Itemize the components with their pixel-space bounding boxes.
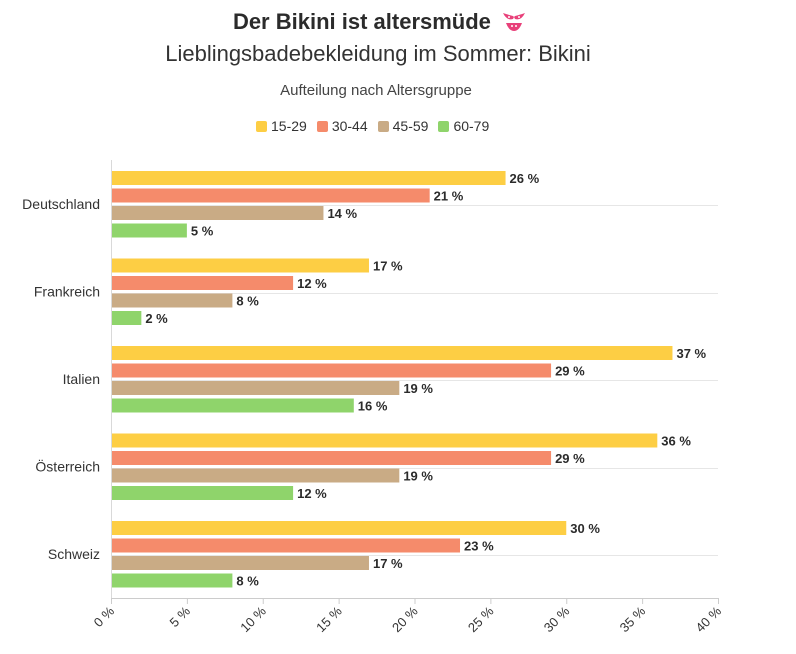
legend-swatch bbox=[316, 120, 328, 132]
bar[interactable] bbox=[112, 451, 552, 465]
bar[interactable] bbox=[112, 311, 142, 325]
legend-item-45-59[interactable]: 45-59 bbox=[377, 118, 429, 134]
legend-swatch bbox=[438, 120, 450, 132]
data-label: 17 % bbox=[373, 556, 403, 571]
bar[interactable] bbox=[112, 258, 369, 273]
legend-swatch bbox=[256, 120, 267, 132]
category-label: Schweiz bbox=[48, 546, 100, 562]
bar[interactable] bbox=[112, 433, 658, 448]
legend-item-15-29[interactable]: 15-29 bbox=[256, 118, 307, 134]
bar[interactable] bbox=[112, 398, 354, 413]
x-tick-label: 40 % bbox=[693, 603, 725, 635]
x-tick-label: 30 % bbox=[541, 603, 573, 635]
data-label: 26 % bbox=[510, 171, 540, 186]
data-label: 12 % bbox=[297, 486, 327, 501]
legend-swatch bbox=[377, 120, 389, 132]
data-label: 16 % bbox=[358, 399, 388, 414]
data-label: 8 % bbox=[236, 294, 259, 309]
bar[interactable] bbox=[112, 206, 324, 220]
bar[interactable] bbox=[112, 171, 506, 185]
chart-description: Aufteilung nach Altersgruppe bbox=[280, 82, 472, 99]
bar[interactable] bbox=[112, 556, 369, 570]
data-label: 30 % bbox=[570, 521, 600, 536]
category-label: Deutschland bbox=[22, 196, 100, 212]
category-label: Österreich bbox=[35, 458, 100, 475]
data-label: 8 % bbox=[236, 574, 259, 589]
x-tick-label: 35 % bbox=[617, 603, 649, 635]
data-label: 17 % bbox=[373, 259, 403, 274]
category-label: Frankreich bbox=[34, 284, 100, 300]
chart-title-row: Der Bikini ist altersmüde bbox=[0, 9, 760, 35]
bar[interactable] bbox=[112, 293, 233, 308]
data-label: 37 % bbox=[676, 346, 706, 361]
data-label: 29 % bbox=[555, 451, 585, 466]
legend-label: 60-79 bbox=[453, 118, 490, 134]
bar[interactable] bbox=[112, 486, 294, 500]
data-label: 36 % bbox=[661, 434, 691, 449]
bar[interactable] bbox=[112, 381, 400, 395]
x-tick-label: 5 % bbox=[167, 603, 194, 630]
bar[interactable] bbox=[112, 223, 187, 238]
x-tick-label: 0 % bbox=[91, 603, 118, 630]
bar[interactable] bbox=[112, 363, 552, 378]
legend: 15-29 30-44 45-59 60-79 bbox=[256, 118, 489, 134]
bar[interactable] bbox=[112, 573, 233, 588]
bar[interactable] bbox=[112, 188, 430, 203]
legend-label: 15-29 bbox=[271, 118, 307, 134]
bar[interactable] bbox=[112, 538, 461, 553]
data-label: 5 % bbox=[191, 224, 214, 239]
legend-item-30-44[interactable]: 30-44 bbox=[316, 118, 368, 134]
data-label: 23 % bbox=[464, 539, 494, 554]
data-label: 14 % bbox=[327, 206, 357, 221]
legend-label: 45-59 bbox=[392, 118, 429, 134]
data-label: 19 % bbox=[403, 381, 433, 396]
bikini-icon bbox=[503, 13, 526, 31]
legend-item-60-79[interactable]: 60-79 bbox=[438, 118, 489, 134]
bar[interactable] bbox=[112, 521, 567, 535]
x-tick-label: 15 % bbox=[313, 603, 345, 635]
x-tick-label: 25 % bbox=[465, 603, 497, 635]
data-label: 12 % bbox=[297, 276, 327, 291]
bar[interactable] bbox=[112, 276, 294, 290]
x-tick-label: 10 % bbox=[237, 603, 269, 635]
bar[interactable] bbox=[112, 346, 673, 360]
chart-title: Der Bikini ist altersmüde bbox=[232, 9, 491, 34]
data-label: 2 % bbox=[145, 311, 168, 326]
legend-label: 30-44 bbox=[331, 118, 368, 134]
chart-subtitle: Lieblingsbadebekleidung im Sommer: Bikin… bbox=[165, 41, 591, 66]
x-tick-label: 20 % bbox=[389, 603, 421, 635]
data-label: 21 % bbox=[434, 189, 464, 204]
data-label: 19 % bbox=[403, 469, 433, 484]
category-label: Italien bbox=[63, 371, 100, 387]
bar[interactable] bbox=[112, 468, 400, 483]
data-label: 29 % bbox=[555, 364, 585, 379]
